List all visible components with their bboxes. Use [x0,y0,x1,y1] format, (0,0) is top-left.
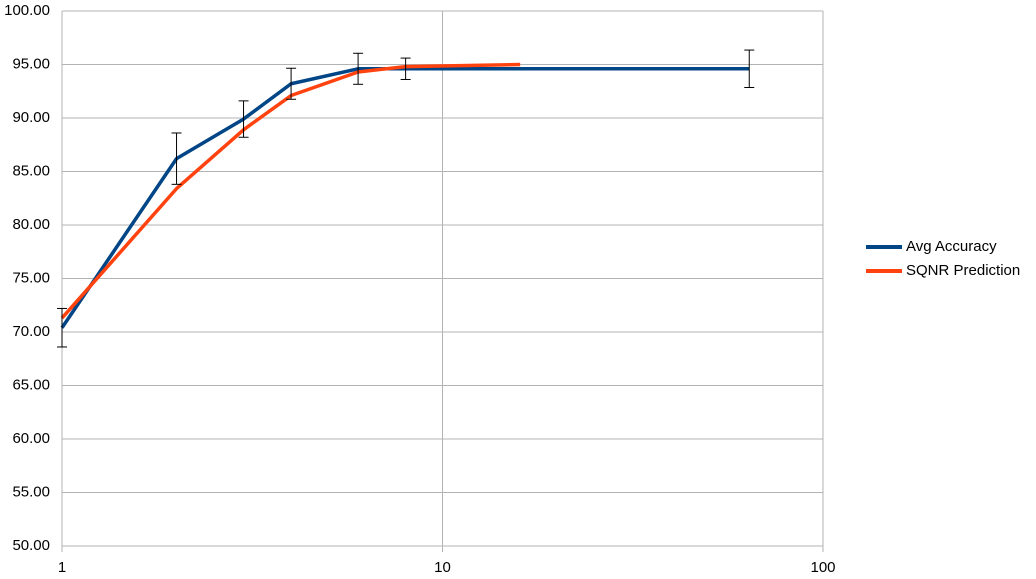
y-tick-label: 95.00 [12,55,50,72]
error-bar [400,57,411,80]
error-bar [744,49,755,89]
y-tick-label: 50.00 [12,537,50,554]
y-tick-label: 60.00 [12,430,50,447]
y-tick-label: 90.00 [12,109,50,126]
legend-label: Avg Accuracy [906,238,997,255]
error-bar [238,100,249,138]
y-tick-label: 75.00 [12,269,50,286]
series-line [60,67,750,329]
x-tick-label: 100 [810,559,835,576]
y-tick-label: 80.00 [12,216,50,233]
y-tick-label: 65.00 [12,376,50,393]
error-bar [57,307,67,348]
x-tick-label: 1 [58,559,66,576]
y-tick-label: 70.00 [12,323,50,340]
error-bar [171,132,182,185]
series-line [60,62,521,320]
error-bar [286,67,297,100]
x-tick-label: 10 [434,559,451,576]
legend-label: SQNR Prediction [906,262,1020,279]
y-tick-label: 55.00 [12,483,50,500]
y-tick-label: 85.00 [12,162,50,179]
y-tick-label: 100.00 [4,2,50,19]
error-bar [353,52,364,85]
